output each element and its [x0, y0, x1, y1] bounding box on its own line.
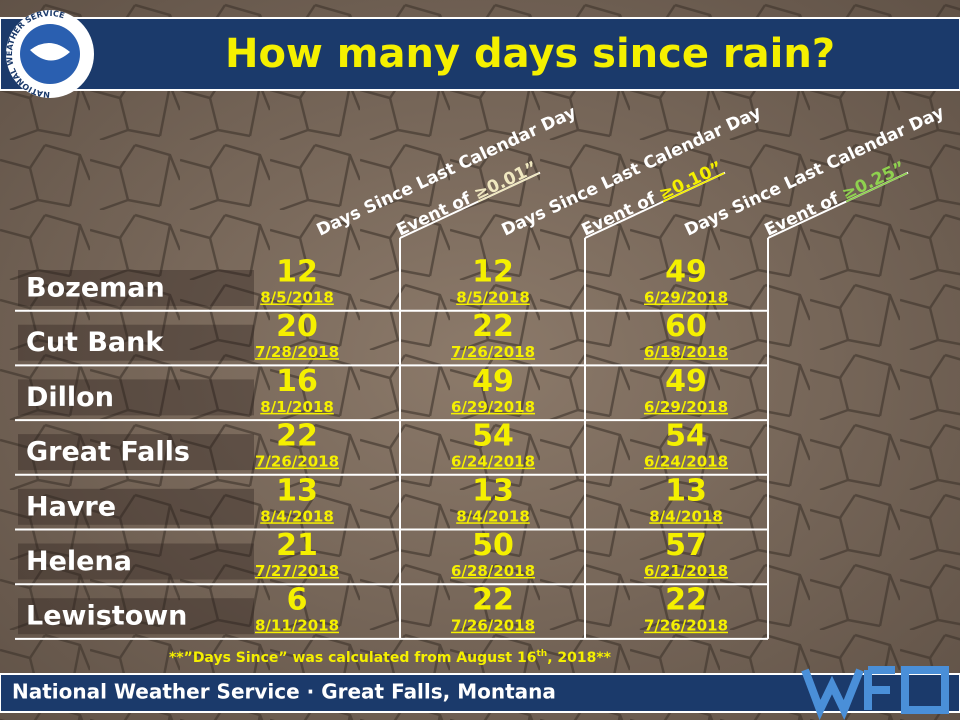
rain-date: 6/28/2018 [451, 562, 535, 580]
days-value: 22 [472, 583, 514, 618]
rain-date: 7/26/2018 [255, 453, 339, 471]
days-value: 54 [665, 419, 707, 454]
rain-date: 8/4/2018 [260, 507, 334, 525]
rain-date: 8/4/2018 [649, 507, 723, 525]
city-box [18, 324, 254, 361]
days-value: 20 [276, 309, 318, 344]
rain-date: 6/18/2018 [644, 343, 728, 361]
city-name: Bozeman [26, 273, 165, 304]
city-name: Lewistown [26, 601, 187, 632]
city-box [18, 270, 254, 306]
days-value: 13 [665, 473, 707, 508]
days-value: 21 [276, 528, 318, 563]
days-value: 50 [472, 528, 514, 563]
footnote-text: **”Days Since” was calculated from Augus… [169, 650, 537, 666]
rain-date: 7/26/2018 [451, 617, 535, 635]
rain-date: 7/26/2018 [451, 343, 535, 361]
city-box [18, 543, 254, 580]
city-name: Helena [26, 546, 132, 577]
footnote: **”Days Since” was calculated from Augus… [169, 649, 612, 667]
days-value: 13 [276, 473, 318, 508]
rain-date: 7/26/2018 [644, 617, 728, 635]
rain-date: 8/1/2018 [260, 398, 334, 416]
days-value: 6 [287, 583, 308, 618]
city-name: Dillon [26, 382, 114, 413]
city-box [18, 488, 254, 525]
days-value: 60 [665, 309, 707, 344]
rain-date: 8/5/2018 [260, 289, 334, 307]
rain-date: 7/27/2018 [255, 562, 339, 580]
days-value: 22 [665, 583, 707, 618]
title: How many days since rain? [225, 31, 835, 77]
days-value: 49 [665, 364, 707, 399]
footnote-sup: th [536, 649, 547, 659]
rain-date: 7/28/2018 [255, 343, 339, 361]
city-box [18, 434, 254, 471]
city-name: Great Falls [26, 437, 190, 468]
header-divider [767, 171, 909, 239]
footer-text: National Weather Service · Great Falls, … [12, 680, 556, 704]
rain-date: 8/11/2018 [255, 617, 339, 635]
city-name: Cut Bank [26, 327, 164, 358]
header-bar [0, 17, 960, 91]
header-divider [584, 171, 726, 239]
rain-date: 6/29/2018 [451, 398, 535, 416]
days-value: 22 [472, 309, 514, 344]
city-name: Havre [26, 491, 116, 522]
rain-date: 6/21/2018 [644, 562, 728, 580]
header-divider [399, 171, 541, 239]
rain-date: 8/5/2018 [456, 289, 530, 307]
days-value: 49 [472, 364, 514, 399]
days-value: 16 [276, 364, 318, 399]
footer-bar [0, 673, 960, 713]
days-value: 12 [472, 255, 514, 290]
rain-date: 8/4/2018 [456, 507, 530, 525]
rain-date: 6/24/2018 [644, 453, 728, 471]
rain-date: 6/24/2018 [451, 453, 535, 471]
days-value: 13 [472, 473, 514, 508]
days-value: 54 [472, 419, 514, 454]
footnote-text: , 2018** [547, 650, 611, 666]
days-value: 12 [276, 255, 318, 290]
days-value: 57 [665, 528, 707, 563]
wfo-mark [801, 666, 949, 720]
nws-logo: NATIONAL WEATHER SERVICE [5, 9, 94, 99]
rain-date: 6/29/2018 [644, 289, 728, 307]
city-box [18, 598, 254, 635]
wfo-logo [801, 666, 949, 720]
days-value: 22 [276, 419, 318, 454]
logo-cloud [30, 42, 70, 61]
rain-date: 6/29/2018 [644, 398, 728, 416]
city-box [18, 379, 254, 416]
days-value: 49 [665, 255, 707, 290]
